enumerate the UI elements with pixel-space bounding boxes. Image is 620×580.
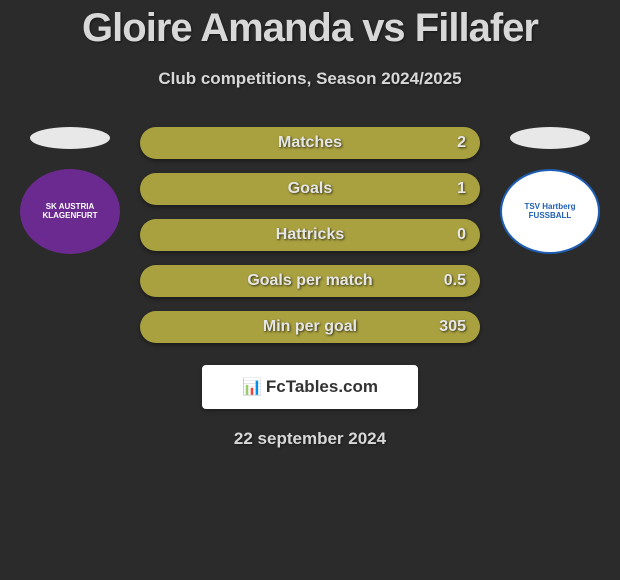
content-area: SK AUSTRIA KLAGENFURT TSV Hartberg FUSSB…: [0, 127, 620, 449]
comparison-title: Gloire Amanda vs Fillafer: [0, 0, 620, 51]
stat-row: Goals per match 0.5: [140, 265, 480, 297]
stat-value: 0.5: [444, 272, 466, 290]
stats-list: Matches 2 Goals 1 Hattricks 0 Goals per …: [140, 127, 480, 343]
stat-row: Hattricks 0: [140, 219, 480, 251]
left-player-photo-placeholder: [30, 127, 110, 149]
right-player-photo-placeholder: [510, 127, 590, 149]
stat-label: Hattricks: [276, 226, 344, 244]
stat-value: 305: [439, 318, 466, 336]
stat-row: Goals 1: [140, 173, 480, 205]
stat-row: Matches 2: [140, 127, 480, 159]
subtitle: Club competitions, Season 2024/2025: [0, 69, 620, 89]
stat-label: Goals: [288, 180, 332, 198]
brand-bar[interactable]: 📊 FcTables.com: [202, 365, 418, 409]
stat-value: 2: [457, 134, 466, 152]
chart-icon: 📊: [242, 377, 262, 397]
right-player-column: TSV Hartberg FUSSBALL: [500, 127, 600, 254]
left-player-column: SK AUSTRIA KLAGENFURT: [20, 127, 120, 254]
right-club-badge: TSV Hartberg FUSSBALL: [500, 169, 600, 254]
stat-value: 0: [457, 226, 466, 244]
left-club-name: SK AUSTRIA KLAGENFURT: [24, 203, 116, 221]
brand-text: FcTables.com: [266, 377, 378, 397]
stat-label: Goals per match: [247, 272, 372, 290]
left-club-badge: SK AUSTRIA KLAGENFURT: [20, 169, 120, 254]
stat-label: Matches: [278, 134, 342, 152]
stat-row: Min per goal 305: [140, 311, 480, 343]
date-label: 22 september 2024: [0, 429, 620, 449]
right-club-name: TSV Hartberg FUSSBALL: [506, 203, 594, 221]
stat-label: Min per goal: [263, 318, 357, 336]
stat-value: 1: [457, 180, 466, 198]
